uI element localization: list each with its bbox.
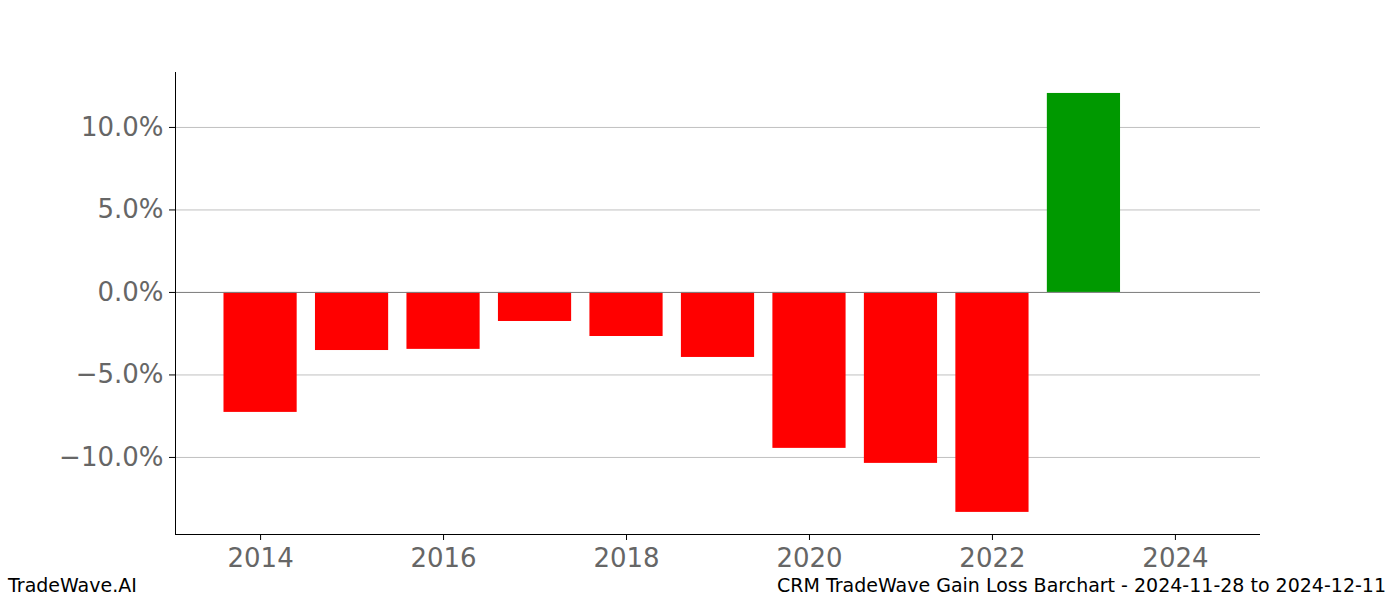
svg-text:−5.0%: −5.0% [76,359,164,389]
html-text:CRM TradeWave Gain Loss Barcha: CRM TradeWave Gain Loss Barchart - 2024-… [777,574,1386,596]
svg-text:2018: 2018 [593,543,659,570]
svg-text:2024: 2024 [1142,543,1208,570]
svg-text:2020: 2020 [776,543,842,570]
svg-text:−10.0%: −10.0% [59,442,163,472]
svg-text:2022: 2022 [959,543,1025,570]
svg-text:2014: 2014 [227,543,293,570]
html-text:TradeWave.AI: TradeWave.AI [8,574,137,596]
svg-text:2016: 2016 [410,543,476,570]
svg-text:10.0%: 10.0% [81,112,164,142]
svg-text:5.0%: 5.0% [97,194,163,224]
svg-text:0.0%: 0.0% [97,277,163,307]
